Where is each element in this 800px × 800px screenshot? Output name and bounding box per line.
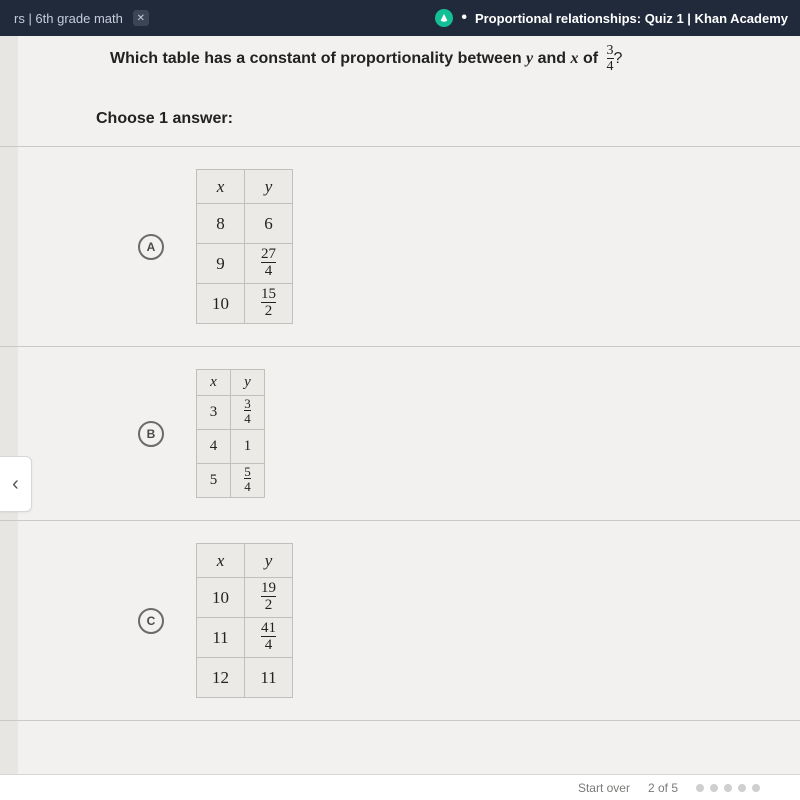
table-row: 554 [197,464,265,498]
answer-letter[interactable]: C [138,608,164,634]
table-row: 9 274 [197,244,293,284]
q-mid: and [533,50,570,67]
q-fraction: 34 [607,44,614,74]
prev-button[interactable]: ‹ [0,456,32,512]
cell-x: 10 [197,578,245,618]
answer-option-c[interactable]: Cxy10 192 11 414 1211 [0,520,800,721]
cell-x: 4 [197,430,231,464]
fraction-denominator: 4 [244,410,251,425]
answers-container: Axy86927410152Bxy33441554Cxy101921141412… [0,146,800,721]
answer-option-b[interactable]: Bxy33441554 [0,346,800,520]
fraction: 152 [261,287,276,319]
fraction-numerator: 19 [261,581,276,596]
progress-dot [710,784,718,792]
answer-table: xy33441554 [196,369,265,498]
fraction-denominator: 2 [261,302,276,319]
question-text: Which table has a constant of proportion… [0,40,800,74]
table-row: 41 [197,430,265,464]
browser-tab-bar: rs | 6th grade math ✕ • Proportional rel… [0,0,800,36]
cell-y: 274 [245,244,293,284]
cell-x: 8 [197,204,245,244]
choose-label: Choose 1 answer: [96,110,800,128]
fraction: 414 [261,621,276,653]
q-suffix: ? [614,50,623,67]
progress-dots [696,784,760,792]
table-row: 10 192 [197,578,293,618]
cell-x: 12 [197,658,245,698]
q-of: of [579,50,603,67]
page-content: Which table has a constant of proportion… [0,36,800,800]
progress-dot [752,784,760,792]
table-header: x [197,544,245,578]
table-row: 1211 [197,658,293,698]
answer-table: xy869 274 10 152 [196,169,293,324]
table-row: 10 152 [197,284,293,324]
answer-table: xy10 192 11 414 1211 [196,543,293,698]
table-header: x [197,370,231,396]
cell-y: 192 [245,578,293,618]
answer-letter[interactable]: A [138,234,164,260]
table-header: x [197,170,245,204]
progress-dot [738,784,746,792]
fraction-numerator: 3 [244,397,251,410]
cell-y: 1 [231,430,265,464]
cell-y: 152 [245,284,293,324]
q-var-x: x [571,50,579,67]
table-row: 334 [197,396,265,430]
fraction-numerator: 15 [261,287,276,302]
fraction-numerator: 27 [261,247,276,262]
cell-x: 5 [197,464,231,498]
progress-dot [696,784,704,792]
bullet-icon: • [461,10,467,26]
cell-x: 9 [197,244,245,284]
table-header: y [231,370,265,396]
fraction-numerator: 5 [244,465,251,478]
fraction-numerator: 41 [261,621,276,636]
cell-y: 34 [231,396,265,430]
cell-x: 11 [197,618,245,658]
fraction-denominator: 4 [244,478,251,493]
tab-right[interactable]: • Proportional relationships: Quiz 1 | K… [423,9,800,27]
fraction-denominator: 4 [261,262,276,279]
q-frac-num: 3 [607,44,614,58]
tab-left[interactable]: rs | 6th grade math ✕ [0,10,163,26]
close-icon[interactable]: ✕ [133,10,149,26]
cell-y: 11 [245,658,293,698]
fraction: 192 [261,581,276,613]
fraction: 34 [244,397,251,425]
chevron-left-icon: ‹ [12,473,19,496]
cell-y: 6 [245,204,293,244]
table-header: y [245,544,293,578]
fraction: 54 [244,465,251,493]
table-row: 11 414 [197,618,293,658]
q-prefix: Which table has a constant of proportion… [110,50,526,67]
cell-x: 10 [197,284,245,324]
table-header: y [245,170,293,204]
cell-y: 54 [231,464,265,498]
tab-right-label: Proportional relationships: Quiz 1 | Kha… [475,11,788,26]
q-frac-den: 4 [607,58,614,74]
progress-dot [724,784,732,792]
cell-x: 3 [197,396,231,430]
table-row: 86 [197,204,293,244]
progress-text: 2 of 5 [648,781,678,795]
cell-y: 414 [245,618,293,658]
answer-letter[interactable]: B [138,421,164,447]
tab-left-label: rs | 6th grade math [14,11,123,26]
answer-option-a[interactable]: Axy869 274 10 152 [0,146,800,346]
footer-bar: Start over 2 of 5 [0,774,800,800]
start-over-link[interactable]: Start over [578,781,630,795]
fraction-denominator: 2 [261,596,276,613]
fraction-denominator: 4 [261,636,276,653]
khan-leaf-icon [435,9,453,27]
fraction: 274 [261,247,276,279]
